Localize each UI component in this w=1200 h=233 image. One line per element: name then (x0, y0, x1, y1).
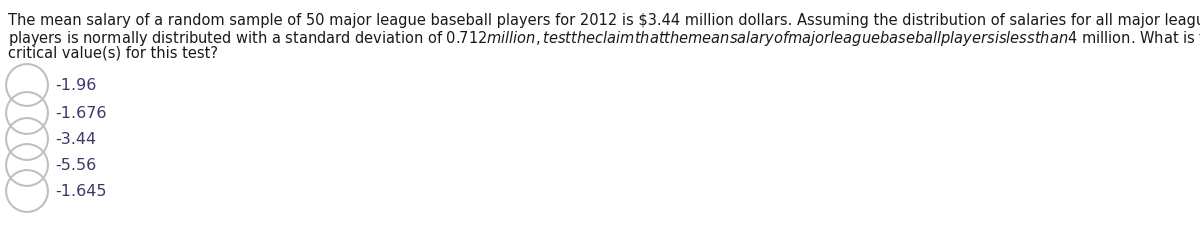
Text: players is normally distributed with a standard deviation of $0.712 million, tes: players is normally distributed with a s… (8, 29, 1200, 48)
Text: -1.645: -1.645 (55, 184, 107, 199)
Point (18, 83, 37, 87)
Point (18, 189, 37, 193)
Point (18, 163, 37, 167)
Text: -5.56: -5.56 (55, 158, 96, 172)
Text: -3.44: -3.44 (55, 131, 96, 147)
Point (18, 137, 37, 141)
Text: -1.676: -1.676 (55, 106, 107, 120)
Text: -1.96: -1.96 (55, 78, 96, 93)
Point (18, 111, 37, 115)
Text: critical value(s) for this test?: critical value(s) for this test? (8, 45, 218, 60)
Text: The mean salary of a random sample of 50 major league baseball players for 2012 : The mean salary of a random sample of 50… (8, 13, 1200, 28)
